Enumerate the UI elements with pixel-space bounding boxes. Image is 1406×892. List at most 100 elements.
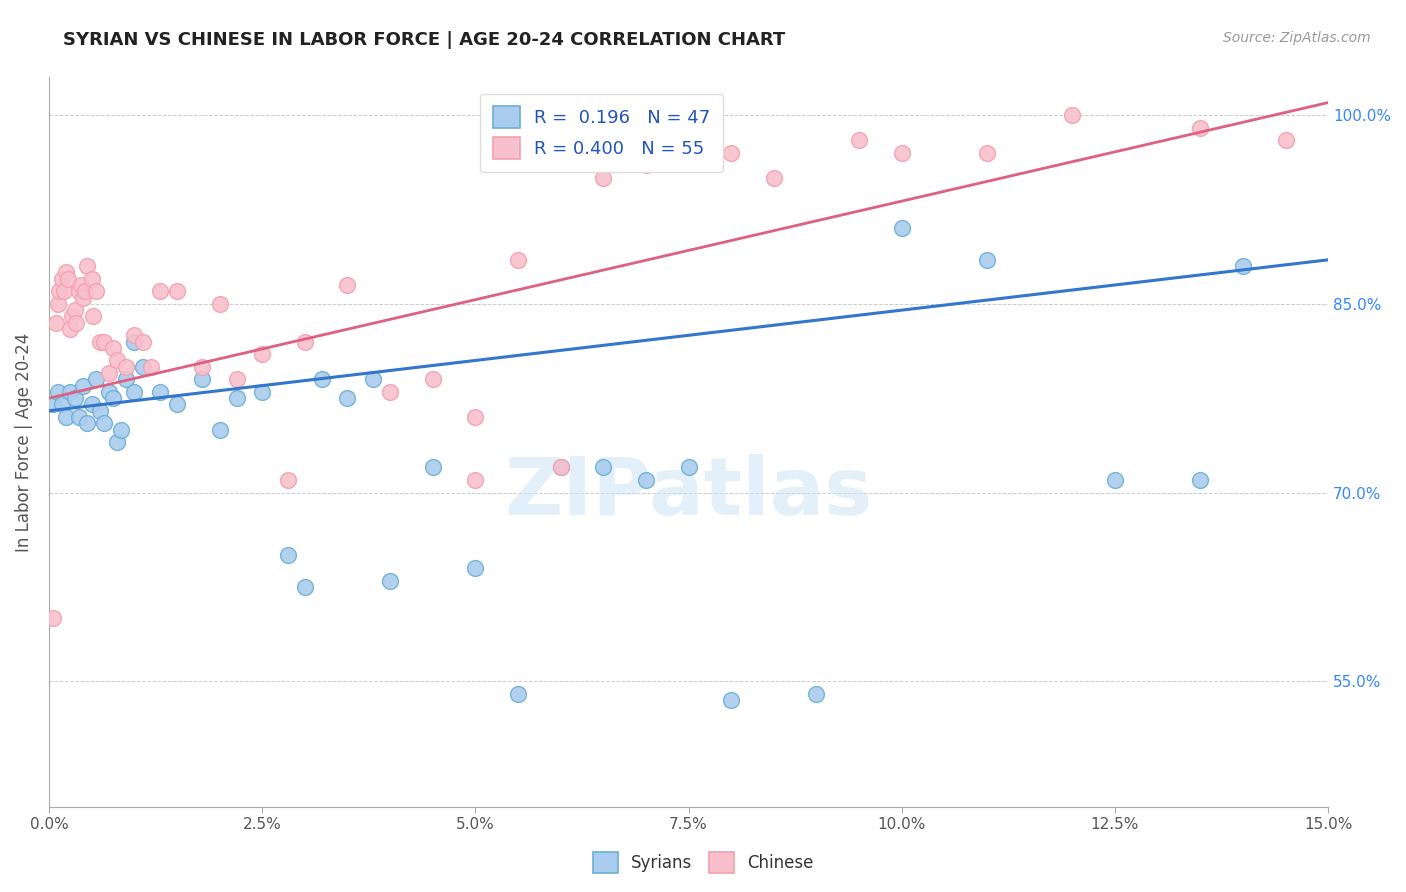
Point bbox=[122, 328, 145, 343]
Point bbox=[720, 693, 742, 707]
Point bbox=[82, 310, 104, 324]
Point bbox=[48, 285, 70, 299]
Point bbox=[42, 397, 65, 411]
Point bbox=[806, 687, 828, 701]
Text: ZIPatlas: ZIPatlas bbox=[505, 454, 873, 533]
Point bbox=[1189, 473, 1212, 487]
Point bbox=[762, 171, 785, 186]
Point bbox=[55, 265, 77, 279]
Point bbox=[80, 271, 103, 285]
Point bbox=[550, 460, 572, 475]
Point bbox=[67, 410, 90, 425]
Point bbox=[361, 372, 384, 386]
Point bbox=[105, 353, 128, 368]
Point bbox=[464, 473, 486, 487]
Point bbox=[422, 460, 444, 475]
Point bbox=[93, 334, 115, 349]
Point bbox=[506, 687, 529, 701]
Point bbox=[51, 271, 73, 285]
Point bbox=[166, 285, 188, 299]
Y-axis label: In Labor Force | Age 20-24: In Labor Force | Age 20-24 bbox=[15, 333, 32, 552]
Point bbox=[122, 384, 145, 399]
Point bbox=[105, 435, 128, 450]
Point bbox=[53, 285, 76, 299]
Point bbox=[84, 372, 107, 386]
Point bbox=[378, 574, 401, 588]
Point bbox=[277, 473, 299, 487]
Point bbox=[114, 359, 136, 374]
Point bbox=[1062, 108, 1084, 122]
Point bbox=[76, 259, 98, 273]
Point bbox=[93, 417, 115, 431]
Point bbox=[678, 460, 700, 475]
Point bbox=[110, 423, 132, 437]
Point bbox=[464, 410, 486, 425]
Point bbox=[63, 303, 86, 318]
Point bbox=[890, 221, 912, 235]
Point bbox=[132, 334, 155, 349]
Point bbox=[141, 359, 163, 374]
Point bbox=[97, 384, 120, 399]
Point bbox=[464, 561, 486, 575]
Point bbox=[59, 384, 82, 399]
Point bbox=[336, 391, 359, 405]
Point bbox=[65, 316, 87, 330]
Point bbox=[250, 347, 273, 361]
Point bbox=[250, 384, 273, 399]
Point bbox=[634, 159, 657, 173]
Point bbox=[73, 285, 96, 299]
Point bbox=[55, 410, 77, 425]
Point bbox=[1189, 120, 1212, 135]
Point bbox=[592, 171, 614, 186]
Point bbox=[89, 334, 111, 349]
Point bbox=[84, 285, 107, 299]
Point bbox=[80, 397, 103, 411]
Point bbox=[678, 145, 700, 160]
Point bbox=[890, 145, 912, 160]
Point bbox=[70, 277, 93, 292]
Text: Source: ZipAtlas.com: Source: ZipAtlas.com bbox=[1223, 31, 1371, 45]
Point bbox=[294, 580, 316, 594]
Point bbox=[166, 397, 188, 411]
Point bbox=[848, 133, 870, 147]
Point bbox=[63, 391, 86, 405]
Point bbox=[97, 366, 120, 380]
Point bbox=[277, 549, 299, 563]
Point bbox=[336, 277, 359, 292]
Point bbox=[311, 372, 333, 386]
Point bbox=[101, 391, 124, 405]
Point bbox=[149, 384, 172, 399]
Point bbox=[56, 271, 79, 285]
Point bbox=[976, 252, 998, 267]
Point bbox=[592, 460, 614, 475]
Text: SYRIAN VS CHINESE IN LABOR FORCE | AGE 20-24 CORRELATION CHART: SYRIAN VS CHINESE IN LABOR FORCE | AGE 2… bbox=[63, 31, 786, 49]
Point bbox=[101, 341, 124, 355]
Point bbox=[506, 252, 529, 267]
Point bbox=[45, 316, 67, 330]
Point bbox=[114, 372, 136, 386]
Point bbox=[46, 384, 69, 399]
Point bbox=[72, 291, 94, 305]
Point bbox=[634, 473, 657, 487]
Point bbox=[122, 334, 145, 349]
Point bbox=[42, 611, 65, 625]
Point bbox=[51, 397, 73, 411]
Point bbox=[225, 391, 247, 405]
Point bbox=[225, 372, 247, 386]
Point bbox=[550, 460, 572, 475]
Point bbox=[208, 423, 231, 437]
Point bbox=[191, 372, 214, 386]
Point bbox=[191, 359, 214, 374]
Point bbox=[422, 372, 444, 386]
Point bbox=[976, 145, 998, 160]
Point bbox=[149, 285, 172, 299]
Point bbox=[294, 334, 316, 349]
Point bbox=[67, 285, 90, 299]
Point bbox=[1232, 259, 1254, 273]
Point bbox=[76, 417, 98, 431]
Point bbox=[132, 359, 155, 374]
Point bbox=[720, 145, 742, 160]
Point bbox=[1104, 473, 1126, 487]
Point bbox=[208, 297, 231, 311]
Point bbox=[60, 310, 83, 324]
